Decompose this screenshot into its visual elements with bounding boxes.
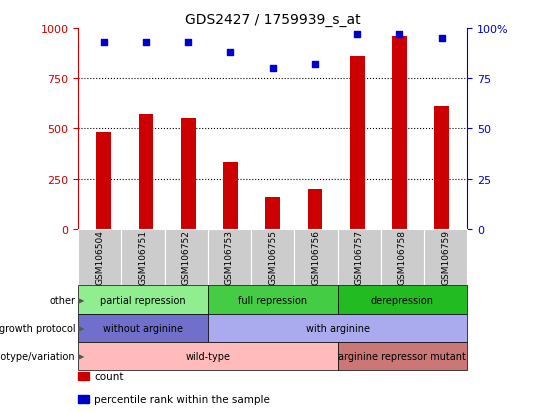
Title: GDS2427 / 1759939_s_at: GDS2427 / 1759939_s_at — [185, 12, 361, 26]
Text: GSM106751: GSM106751 — [139, 230, 147, 285]
Bar — [350, 57, 364, 229]
Text: GSM106504: GSM106504 — [96, 230, 104, 285]
Point — [99, 40, 108, 46]
Text: partial repression: partial repression — [100, 295, 186, 305]
Text: without arginine: without arginine — [103, 323, 183, 333]
Text: count: count — [94, 371, 124, 381]
Bar — [181, 119, 195, 229]
Text: ▶: ▶ — [78, 351, 84, 361]
Text: growth protocol: growth protocol — [0, 323, 76, 333]
Bar — [223, 162, 238, 229]
Bar — [308, 189, 322, 229]
Point — [395, 32, 404, 38]
Point — [268, 66, 277, 72]
Text: ▶: ▶ — [78, 323, 84, 332]
Text: GSM106758: GSM106758 — [398, 230, 407, 285]
Text: GSM106755: GSM106755 — [268, 230, 277, 285]
Bar — [96, 133, 111, 229]
Point — [437, 36, 446, 42]
Text: with arginine: with arginine — [306, 323, 369, 333]
Text: derepression: derepression — [371, 295, 434, 305]
Text: GSM106757: GSM106757 — [355, 230, 363, 285]
Text: GSM106752: GSM106752 — [182, 230, 191, 285]
Bar — [434, 107, 449, 229]
Bar — [265, 197, 280, 229]
Text: GSM106756: GSM106756 — [312, 230, 320, 285]
Text: arginine repressor mutant: arginine repressor mutant — [339, 351, 466, 361]
Text: percentile rank within the sample: percentile rank within the sample — [94, 394, 271, 404]
Text: other: other — [50, 295, 76, 305]
Text: genotype/variation: genotype/variation — [0, 351, 76, 361]
Point — [310, 62, 319, 68]
Point — [226, 50, 235, 56]
Text: GSM106753: GSM106753 — [225, 230, 234, 285]
Text: ▶: ▶ — [78, 295, 84, 304]
Bar — [392, 37, 407, 229]
Point — [184, 40, 192, 46]
Text: full repression: full repression — [238, 295, 307, 305]
Point — [353, 32, 362, 38]
Text: GSM106759: GSM106759 — [441, 230, 450, 285]
Bar — [139, 115, 153, 229]
Point — [141, 40, 150, 46]
Text: wild-type: wild-type — [185, 351, 231, 361]
